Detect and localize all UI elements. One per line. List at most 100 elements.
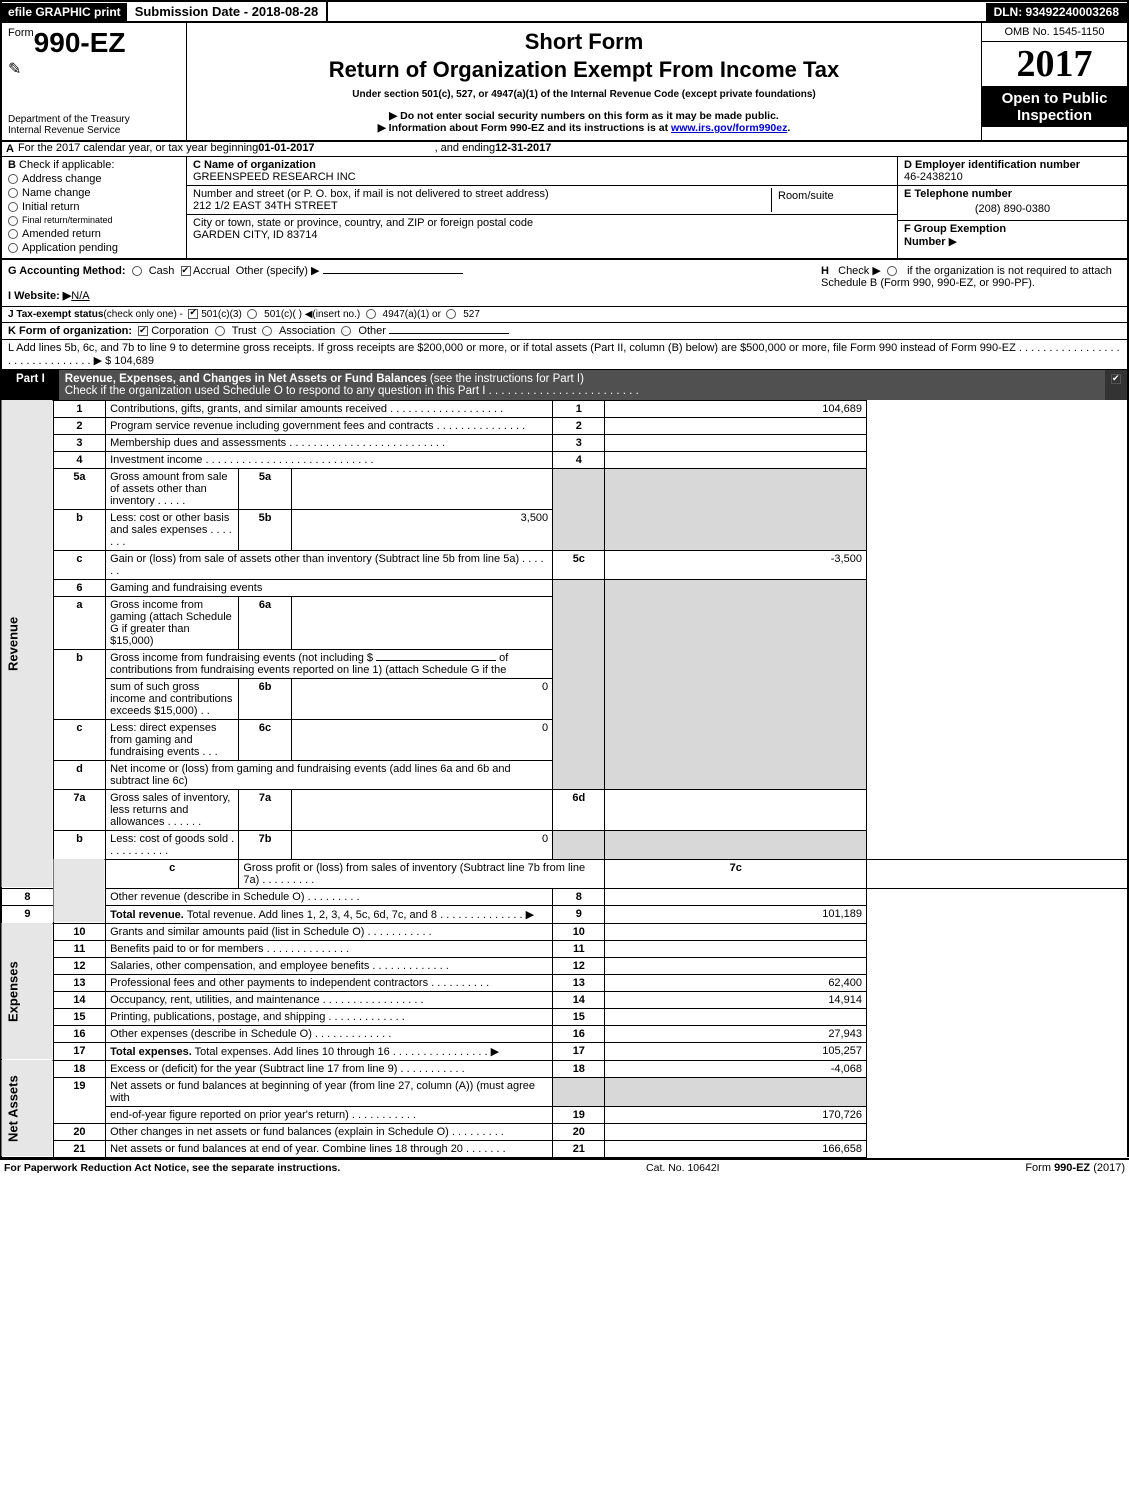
label-B: B — [8, 159, 16, 171]
chk-name-change[interactable]: Name change — [8, 187, 180, 199]
part-i-schedule-o-checkbox[interactable] — [1111, 374, 1121, 384]
block-bcdef: B Check if applicable: Address change Na… — [0, 157, 1129, 260]
line-1: Revenue 1 Contributions, gifts, grants, … — [1, 400, 1128, 417]
info-link[interactable]: www.irs.gov/form990ez — [671, 122, 787, 134]
B-heading: Check if applicable: — [19, 159, 114, 171]
dln-label: DLN: 93492240003268 — [986, 3, 1127, 21]
line-8: 8Other revenue (describe in Schedule O) … — [1, 888, 1128, 905]
radio-cash[interactable] — [132, 266, 142, 276]
chk-amended-return[interactable]: Amended return — [8, 228, 180, 240]
line-11: 11Benefits paid to or for members . . . … — [1, 940, 1128, 957]
header-left: Form990-EZ ✎ Department of the Treasury … — [2, 23, 187, 140]
chk-address-change[interactable]: Address change — [8, 173, 180, 185]
chk-501c3[interactable] — [188, 309, 198, 319]
row-GH: G Accounting Method: Cash Accrual Other … — [0, 260, 1129, 307]
line-20: 20Other changes in net assets or fund ba… — [1, 1123, 1128, 1140]
omb-number: OMB No. 1545-1150 — [982, 23, 1127, 42]
part-i-label: Part I — [2, 370, 59, 400]
chk-application-pending[interactable]: Application pending — [8, 242, 180, 254]
org-street: 212 1/2 EAST 34TH STREET — [193, 200, 771, 212]
line-10: Expenses 10Grants and similar amounts pa… — [1, 923, 1128, 940]
ssn-warning: ▶ Do not enter social security numbers o… — [197, 110, 971, 122]
col-C: C Name of organization GREENSPEED RESEAR… — [187, 157, 897, 258]
phone-value: (208) 890-0380 — [904, 200, 1121, 218]
line-13: 13Professional fees and other payments t… — [1, 974, 1128, 991]
form-number: 990-EZ — [34, 27, 126, 58]
line-21: 21Net assets or fund balances at end of … — [1, 1140, 1128, 1157]
H-block: H Check ▶ if the organization is not req… — [821, 264, 1121, 302]
chk-initial-return[interactable]: Initial return — [8, 201, 180, 213]
col-DEF: D Employer identification number 46-2438… — [897, 157, 1127, 258]
lines-table: Revenue 1 Contributions, gifts, grants, … — [0, 400, 1129, 1158]
line-2: 2Program service revenue including gover… — [1, 417, 1128, 434]
footer-cat: Cat. No. 10642I — [646, 1162, 720, 1174]
chk-association[interactable] — [262, 326, 272, 336]
chk-other-org[interactable] — [341, 326, 351, 336]
6b-blank[interactable] — [376, 660, 496, 661]
info-prefix: ▶ Information about Form 990-EZ and its … — [378, 122, 671, 134]
row-A: A For the 2017 calendar year, or tax yea… — [0, 142, 1129, 157]
line-19b: end-of-year figure reported on prior yea… — [1, 1106, 1128, 1123]
H-checkbox[interactable] — [887, 266, 897, 276]
part-i-title: Revenue, Expenses, and Changes in Net As… — [59, 370, 1105, 400]
website-value: N/A — [71, 290, 89, 302]
top-bar: efile GRAPHIC print Submission Date - 20… — [0, 0, 1129, 23]
part-i-check-text: Check if the organization used Schedule … — [65, 385, 639, 397]
header-center: Short Form Return of Organization Exempt… — [187, 23, 982, 140]
A-text-pre: For the 2017 calendar year, or tax year … — [18, 142, 258, 156]
side-netassets: Net Assets — [1, 1060, 53, 1157]
F-arrow: ▶ — [949, 236, 957, 248]
E-block: E Telephone number (208) 890-0380 — [898, 186, 1127, 221]
C-street-label: Number and street (or P. O. box, if mail… — [193, 188, 771, 200]
other-specify-line[interactable] — [323, 273, 463, 274]
J-label: J Tax-exempt status — [8, 309, 103, 320]
line-5a: 5a Gross amount from sale of assets othe… — [1, 468, 1128, 509]
I-label: I Website: ▶ — [8, 290, 71, 302]
line-6d-real: 7aGross sales of inventory, less returns… — [1, 789, 1128, 830]
L-text: L Add lines 5b, 6c, and 7b to line 9 to … — [8, 342, 1120, 367]
line-19a: 19 Net assets or fund balances at beginn… — [1, 1077, 1128, 1106]
footer-left: For Paperwork Reduction Act Notice, see … — [4, 1162, 340, 1174]
line-4: 4Investment income . . . . . . . . . . .… — [1, 451, 1128, 468]
chk-final-return[interactable]: Final return/terminated — [8, 215, 180, 226]
C-name-label: C Name of organization — [193, 159, 891, 171]
line-5c: cGain or (loss) from sale of assets othe… — [1, 550, 1128, 579]
ein-value: 46-2438210 — [904, 171, 1121, 183]
under-section: Under section 501(c), 527, or 4947(a)(1)… — [197, 89, 971, 100]
chk-4947[interactable] — [366, 309, 376, 319]
chk-corporation[interactable] — [138, 326, 148, 336]
line-6: 6Gaming and fundraising events — [1, 579, 1128, 596]
line-16: 16Other expenses (describe in Schedule O… — [1, 1025, 1128, 1042]
department: Department of the Treasury Internal Reve… — [8, 114, 180, 136]
header-right: OMB No. 1545-1150 2017 Open to Public In… — [982, 23, 1127, 140]
A-mid: , and ending — [435, 142, 496, 156]
chk-527[interactable] — [446, 309, 456, 319]
info-suffix: . — [787, 122, 790, 134]
D-block: D Employer identification number 46-2438… — [898, 157, 1127, 186]
radio-accrual[interactable] — [181, 266, 191, 276]
chk-501c[interactable] — [247, 309, 257, 319]
line-18: Net Assets 18Excess or (deficit) for the… — [1, 1060, 1128, 1077]
org-city: GARDEN CITY, ID 83714 — [193, 229, 891, 241]
line-14: 14Occupancy, rent, utilities, and mainte… — [1, 991, 1128, 1008]
other-org-line[interactable] — [389, 333, 509, 334]
efile-label: efile GRAPHIC print — [2, 3, 127, 21]
room-suite-cell: Room/suite — [771, 188, 891, 212]
line-9: 9Total revenue. Total revenue. Add lines… — [1, 905, 1128, 923]
A-begin-date: 01-01-2017 — [258, 142, 314, 156]
H-label: H — [821, 265, 829, 277]
D-label: D Employer identification number — [904, 159, 1121, 171]
line-7c: cGross profit or (loss) from sales of in… — [1, 859, 1128, 888]
side-expenses: Expenses — [1, 923, 53, 1060]
form-word: Form — [8, 27, 34, 39]
open-to-public: Open to Public Inspection — [982, 87, 1127, 127]
room-label: Room/suite — [778, 190, 885, 202]
part-i-header: Part I Revenue, Expenses, and Changes in… — [0, 370, 1129, 400]
row-L: L Add lines 5b, 6c, and 7b to line 9 to … — [0, 340, 1129, 370]
C-city-label: City or town, state or province, country… — [193, 217, 891, 229]
short-form-title: Short Form — [197, 29, 971, 55]
chk-trust[interactable] — [215, 326, 225, 336]
line-15: 15Printing, publications, postage, and s… — [1, 1008, 1128, 1025]
page-footer: For Paperwork Reduction Act Notice, see … — [0, 1158, 1129, 1176]
row-J: J Tax-exempt status(check only one) - 50… — [0, 307, 1129, 323]
